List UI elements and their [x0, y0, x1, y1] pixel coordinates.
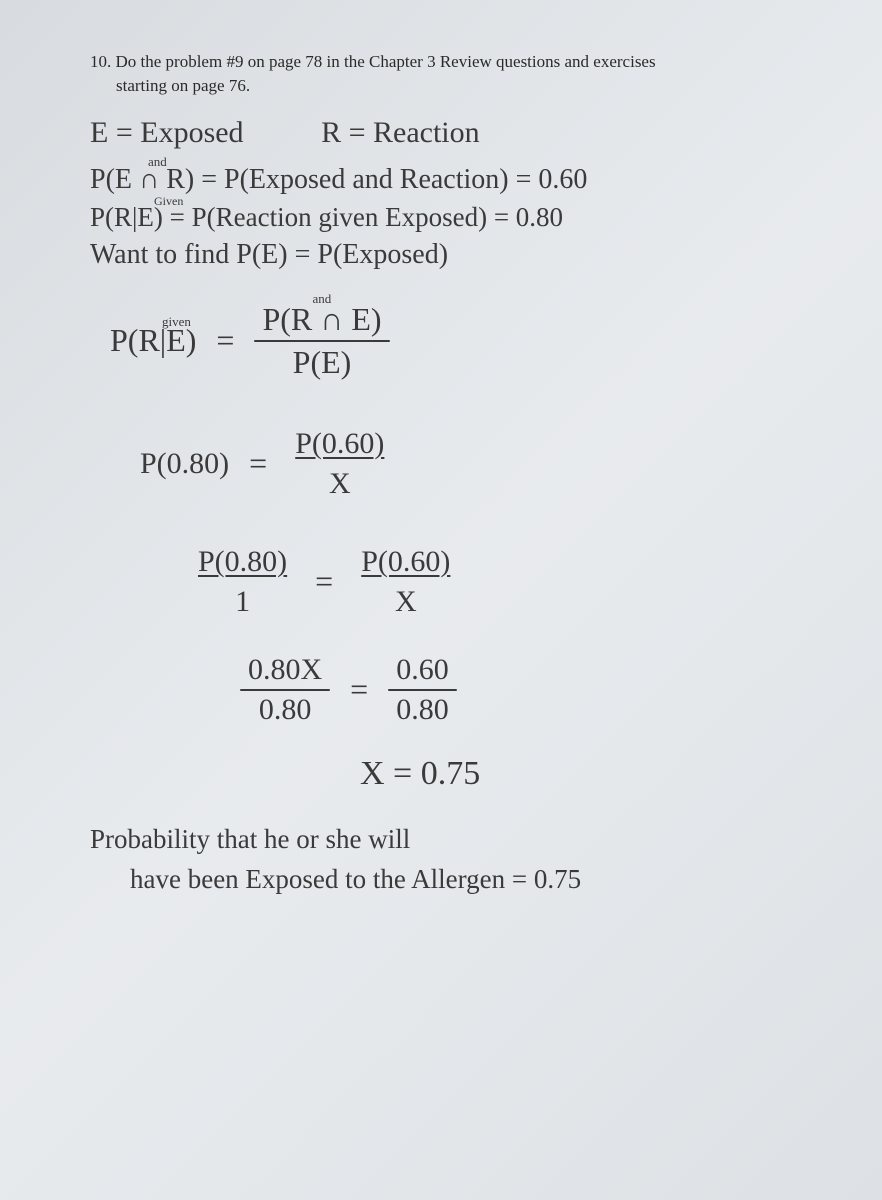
answer: X = 0.75: [360, 755, 822, 793]
and-annotation-2: and: [312, 291, 331, 307]
conclusion-line2: have been Exposed to the Allergen = 0.75: [130, 859, 822, 900]
definitions-row: E = Exposed R = Reaction: [90, 116, 822, 150]
conditional-formula: given P(R|E) = and P(R ∩ E) P(E): [110, 301, 822, 381]
cross-right-fraction: P(0.60) X: [353, 545, 458, 619]
equals-sign: =: [309, 563, 339, 600]
cross-right-den: X: [387, 583, 425, 619]
conclusion: Probability that he or she will have bee…: [90, 819, 822, 900]
want-to-find: Want to find P(E) = P(Exposed): [90, 239, 822, 271]
cross-left-fraction: P(0.80) 1: [190, 545, 295, 619]
given-conditional: Given P(R|E) = P(Reaction given Exposed)…: [90, 202, 822, 233]
solve-right-fraction: 0.60 0.80: [388, 653, 457, 727]
formula-fraction: and P(R ∩ E) P(E): [254, 301, 389, 381]
plugged-lhs: P(0.80): [140, 447, 229, 481]
conclusion-line1: Probability that he or she will: [90, 819, 822, 860]
printed-question: 10. Do the problem #9 on page 78 in the …: [90, 50, 822, 98]
question-number: 10.: [90, 52, 111, 71]
question-line2: starting on page 76.: [116, 74, 822, 98]
plugged-denominator: X: [321, 465, 359, 501]
plugged-fraction: P(0.60) X: [287, 427, 392, 501]
solve-right-num: 0.60: [388, 653, 457, 689]
definition-R: R = Reaction: [321, 116, 480, 149]
equals-sign: =: [243, 445, 273, 482]
and-annotation: and: [148, 154, 167, 170]
plugged-numerator: P(0.60): [287, 427, 392, 463]
cross-left-num: P(0.80): [190, 545, 295, 581]
plugged-equation: P(0.80) = P(0.60) X: [140, 427, 822, 501]
definition-E: E = Exposed: [90, 116, 244, 149]
solve-step: 0.80X 0.80 = 0.60 0.80: [240, 653, 822, 727]
given-annotation: Given: [154, 194, 183, 209]
given-annotation-2: given: [162, 314, 191, 330]
question-line1: Do the problem #9 on page 78 in the Chap…: [116, 52, 656, 71]
solve-left-fraction: 0.80X 0.80: [240, 653, 330, 727]
equals-sign: =: [210, 322, 240, 359]
cross-left-den: 1: [227, 583, 258, 619]
given-intersection: and P(E ∩ R) = P(Exposed and Reaction) =…: [90, 164, 822, 196]
cross-multiply: P(0.80) 1 = P(0.60) X: [190, 545, 822, 619]
solve-left-den: 0.80: [251, 691, 320, 727]
cross-right-num: P(0.60): [353, 545, 458, 581]
solve-left-num: 0.80X: [240, 653, 330, 689]
formula-denominator: P(E): [285, 342, 360, 381]
equals-sign: =: [344, 671, 374, 708]
solve-right-den: 0.80: [388, 691, 457, 727]
